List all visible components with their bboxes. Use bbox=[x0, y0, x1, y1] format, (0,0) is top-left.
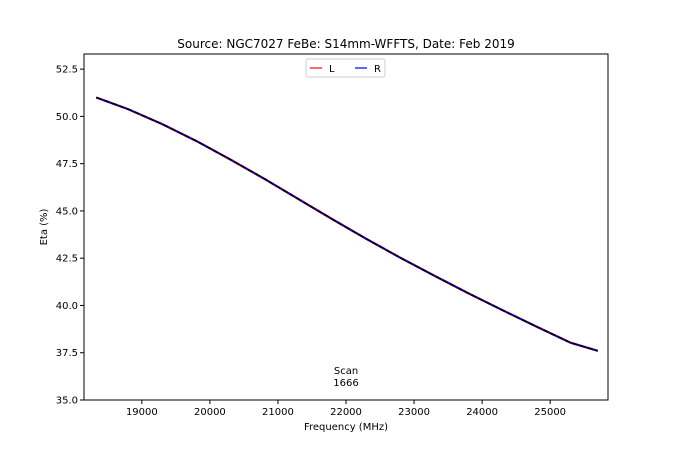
x-axis: 19000 20000 21000 22000 23000 24000 25000 bbox=[126, 400, 566, 418]
scan-annotation-label: Scan bbox=[334, 366, 358, 377]
y-tick-label: 52.5 bbox=[56, 65, 78, 76]
x-tick-label: 25000 bbox=[534, 407, 566, 418]
x-tick-label: 24000 bbox=[466, 407, 498, 418]
x-axis-label: Frequency (MHz) bbox=[304, 422, 388, 433]
y-tick-label: 35.0 bbox=[56, 396, 78, 407]
y-tick-label: 42.5 bbox=[56, 254, 78, 265]
x-tick-label: 20000 bbox=[194, 407, 226, 418]
x-tick-label: 19000 bbox=[126, 407, 158, 418]
x-tick-label: 22000 bbox=[330, 407, 362, 418]
y-tick-label: 47.5 bbox=[56, 159, 78, 170]
legend: L R bbox=[305, 58, 386, 78]
y-tick-label: 40.0 bbox=[56, 301, 78, 312]
chart-title: Source: NGC7027 FeBe: S14mm-WFFTS, Date:… bbox=[177, 37, 514, 51]
x-tick-label: 21000 bbox=[262, 407, 294, 418]
series-layer bbox=[95, 96, 599, 352]
fit-line bbox=[95, 96, 599, 352]
y-axis: 35.0 37.5 40.0 42.5 45.0 47.5 50.0 52.5 bbox=[56, 65, 84, 407]
scan-annotation-number: 1666 bbox=[333, 378, 358, 389]
legend-label-l: L bbox=[329, 64, 335, 75]
x-tick-label: 23000 bbox=[398, 407, 430, 418]
y-tick-label: 37.5 bbox=[56, 348, 78, 359]
y-tick-label: 45.0 bbox=[56, 206, 78, 217]
y-axis-label: Eta (%) bbox=[39, 208, 50, 245]
y-tick-label: 50.0 bbox=[56, 112, 78, 123]
legend-box bbox=[305, 58, 386, 78]
legend-label-r: R bbox=[374, 64, 381, 75]
